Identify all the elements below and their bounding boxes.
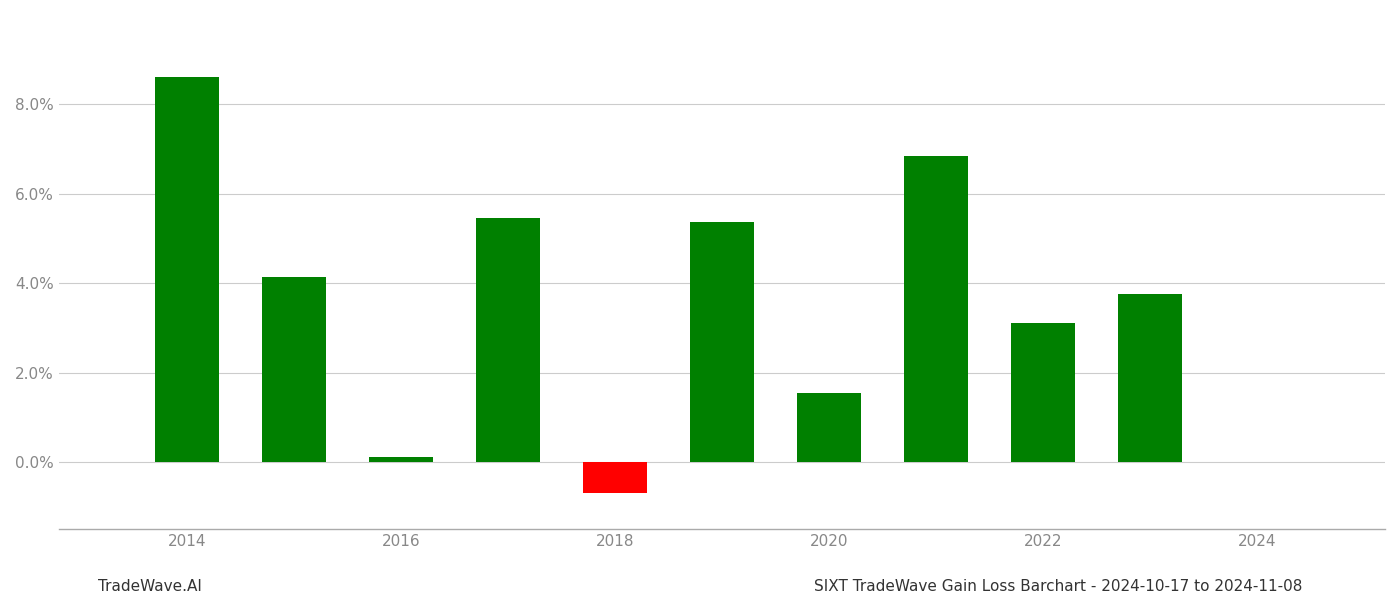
Bar <box>797 393 861 462</box>
Text: TradeWave.AI: TradeWave.AI <box>98 579 202 594</box>
Bar <box>690 221 755 462</box>
Bar <box>155 77 220 462</box>
Text: SIXT TradeWave Gain Loss Barchart - 2024-10-17 to 2024-11-08: SIXT TradeWave Gain Loss Barchart - 2024… <box>813 579 1302 594</box>
Bar <box>903 156 967 462</box>
Bar <box>1117 295 1182 462</box>
Bar <box>582 462 647 493</box>
Bar <box>262 277 326 462</box>
Bar <box>370 457 433 462</box>
Bar <box>1011 323 1075 462</box>
Bar <box>476 218 540 462</box>
